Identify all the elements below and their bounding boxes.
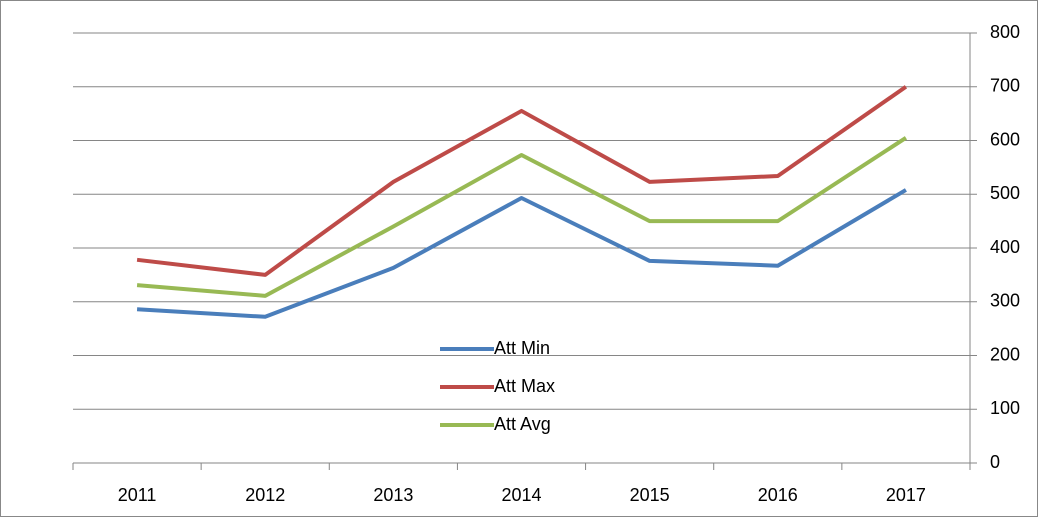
y-tick-label: 300 bbox=[990, 291, 1020, 311]
x-tick-label: 2014 bbox=[501, 485, 541, 505]
legend-label: Att Avg bbox=[494, 414, 551, 434]
series-line bbox=[136, 136, 908, 298]
y-tick-label: 0 bbox=[990, 452, 1000, 472]
series-line bbox=[136, 85, 908, 277]
y-tick-label: 100 bbox=[990, 398, 1020, 418]
y-tick-label: 800 bbox=[990, 22, 1020, 42]
y-tick-label: 200 bbox=[990, 344, 1020, 364]
y-tick-label: 500 bbox=[990, 183, 1020, 203]
x-tick-label: 2012 bbox=[245, 485, 285, 505]
legend-label: Att Min bbox=[494, 338, 550, 358]
x-tick-label: 2017 bbox=[886, 485, 926, 505]
series-line bbox=[136, 188, 907, 319]
x-tick-label: 2013 bbox=[373, 485, 413, 505]
x-tick-label: 2011 bbox=[118, 485, 157, 505]
x-tick-label: 2016 bbox=[758, 485, 798, 505]
y-tick-label: 700 bbox=[990, 76, 1020, 96]
legend-label: Att Max bbox=[494, 376, 555, 396]
y-tick-label: 600 bbox=[990, 129, 1020, 149]
x-tick-label: 2015 bbox=[630, 485, 670, 505]
y-tick-label: 400 bbox=[990, 237, 1020, 257]
